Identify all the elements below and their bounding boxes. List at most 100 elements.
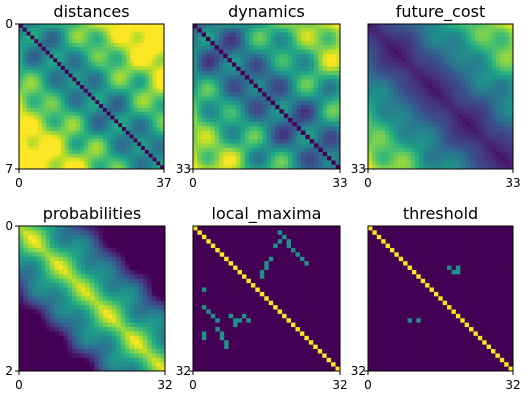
heatmap-cell — [26, 88, 31, 94]
heatmap-cell — [397, 160, 403, 166]
heatmap-cell — [246, 239, 252, 244]
heatmap-cell — [201, 130, 207, 136]
heatmap-cell — [389, 122, 394, 127]
heatmap-cell — [431, 139, 437, 144]
heatmap-cell — [89, 344, 95, 350]
heatmap-cell — [466, 143, 471, 149]
heatmap-cell — [58, 318, 64, 324]
heatmap-cell — [201, 139, 207, 144]
heatmap-cell — [76, 322, 82, 328]
heatmap-cell — [440, 92, 446, 97]
heatmap-cell — [87, 46, 92, 52]
heatmap-cell — [205, 92, 211, 97]
heatmap-cell — [402, 24, 407, 29]
heatmap-cell — [327, 117, 332, 123]
heatmap-cell — [318, 62, 324, 68]
heatmap-cell — [45, 123, 50, 128]
heatmap-cell — [110, 35, 115, 40]
heatmap-cell — [141, 130, 146, 136]
heatmap-cell — [218, 75, 224, 80]
heatmap-cell — [83, 142, 89, 147]
heatmap-cell — [76, 73, 81, 78]
heatmap-cell — [193, 62, 198, 68]
heatmap-cell — [118, 88, 123, 94]
heatmap-cell — [470, 79, 476, 85]
heatmap-cell — [23, 327, 29, 332]
heatmap-cell — [22, 146, 28, 151]
heatmap-cell — [19, 291, 24, 297]
heatmap-cell — [57, 39, 62, 44]
heatmap-cell — [296, 49, 302, 55]
heatmap-cell — [410, 58, 416, 63]
heatmap-cell — [54, 239, 60, 244]
heatmap-cell — [283, 156, 289, 161]
heatmap-cell — [57, 157, 62, 162]
heatmap-cell — [148, 50, 153, 55]
heatmap-cell — [160, 362, 166, 367]
heatmap-cell — [500, 126, 505, 132]
heatmap-cell — [95, 119, 100, 124]
heatmap-cell — [125, 252, 130, 258]
heatmap-cell — [205, 49, 211, 55]
heatmap-cell — [138, 256, 144, 262]
heatmap-cell — [236, 58, 241, 63]
heatmap-cell — [133, 146, 138, 151]
x-tick-label: 0 — [364, 176, 372, 190]
heatmap-cell — [125, 119, 131, 124]
heatmap-cell — [466, 134, 471, 140]
heatmap-cell — [236, 83, 241, 89]
heatmap-cell — [72, 265, 77, 271]
heatmap-cell — [478, 96, 484, 102]
heatmap-cell — [34, 157, 39, 162]
heatmap-cell — [41, 69, 47, 75]
heatmap-cell — [22, 142, 28, 147]
heatmap-cell — [431, 160, 437, 166]
heatmap-cell — [27, 335, 33, 341]
heatmap-cell — [129, 283, 135, 288]
heatmap-cell — [440, 109, 446, 114]
heatmap-cell — [376, 79, 382, 85]
heatmap-cell — [470, 105, 476, 110]
heatmap-cell — [508, 70, 514, 76]
heatmap-cell — [201, 70, 207, 76]
heatmap-cell — [41, 146, 47, 151]
heatmap-cell — [470, 45, 476, 50]
heatmap-cell — [414, 45, 420, 50]
heatmap-cell — [54, 313, 60, 319]
heatmap-cell — [141, 96, 146, 101]
heatmap-cell — [134, 344, 139, 350]
heatmap-cell — [376, 151, 382, 157]
heatmap-cell — [487, 70, 493, 76]
heatmap-cell — [414, 139, 420, 144]
heatmap-cell — [80, 65, 85, 71]
heatmap-cell — [89, 353, 95, 359]
heatmap-cell — [152, 50, 157, 55]
heatmap-cell — [419, 70, 424, 76]
heatmap-cell — [45, 138, 50, 143]
heatmap-cell — [406, 53, 412, 59]
heatmap-cell — [95, 165, 100, 170]
heatmap-cell — [449, 151, 454, 157]
heatmap-cell — [193, 230, 198, 236]
heatmap-cell — [38, 31, 43, 36]
heatmap-cell — [376, 92, 382, 97]
heatmap-cell — [305, 87, 311, 93]
heatmap-cell — [99, 43, 104, 48]
heatmap-cell — [423, 134, 429, 140]
heatmap-cell — [504, 139, 510, 144]
heatmap-cell — [309, 117, 315, 123]
heatmap-cell — [23, 349, 29, 354]
heatmap-cell — [257, 126, 263, 132]
heatmap-cell — [114, 119, 119, 124]
heatmap-cell — [305, 105, 311, 110]
heatmap-cell — [36, 322, 42, 328]
heatmap-cell — [76, 54, 81, 59]
heatmap-cell — [99, 153, 104, 158]
heatmap-cell — [291, 226, 296, 231]
heatmap-cell — [322, 134, 328, 140]
heatmap-cell — [296, 160, 302, 166]
heatmap-cell — [118, 157, 123, 162]
y-tick-label: 33 — [176, 162, 191, 176]
heatmap-cell — [122, 146, 127, 151]
heatmap-cell — [41, 85, 47, 90]
